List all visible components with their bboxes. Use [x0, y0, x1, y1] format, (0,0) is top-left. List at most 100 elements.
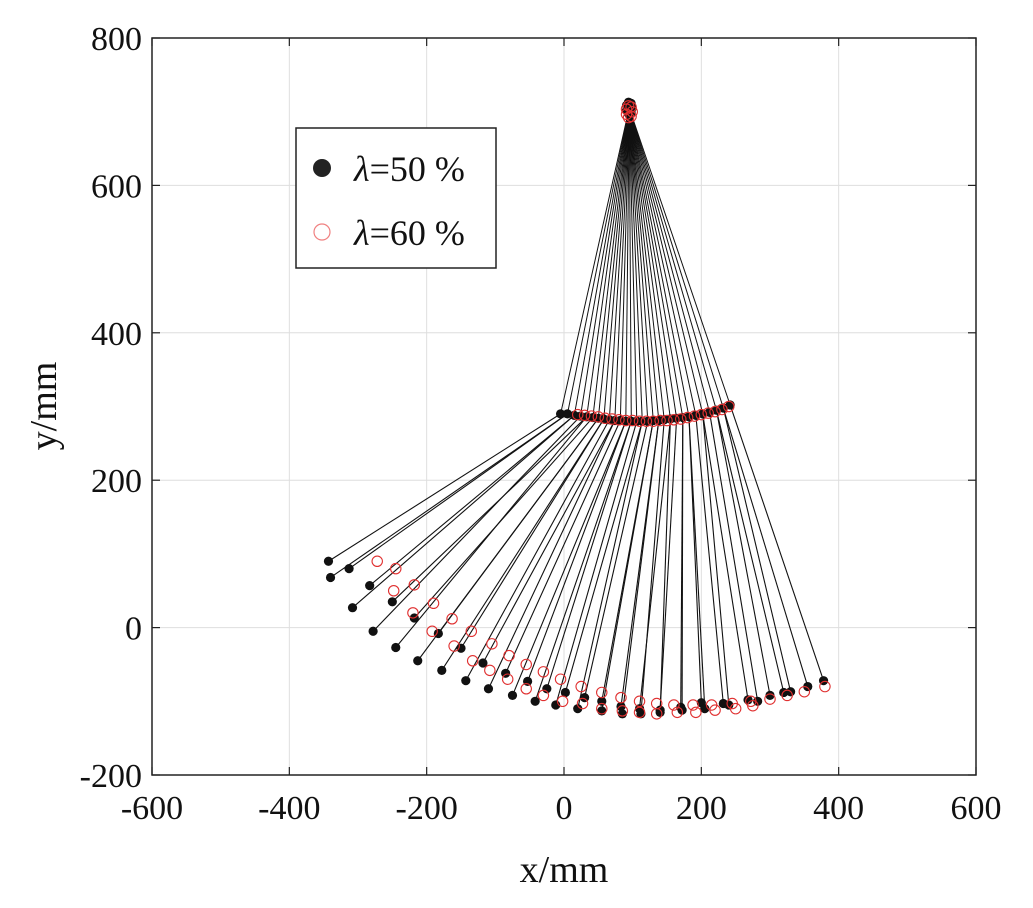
shank-link-line	[505, 420, 621, 674]
knee-point-series-2	[661, 414, 673, 427]
thigh-link-line	[625, 108, 630, 422]
hip-point-series-2	[626, 105, 638, 118]
legend-symbol-series-2: λ	[353, 213, 370, 253]
foot-point-series-1	[803, 681, 813, 692]
shank-link-line	[348, 413, 568, 570]
foot-point-series-1	[542, 684, 552, 694]
shank-link-line	[511, 421, 627, 696]
shank-link-line	[640, 419, 665, 714]
foot-point-series-2	[764, 693, 776, 705]
x-tick-label: -600	[121, 790, 183, 827]
foot-point-series-2	[616, 705, 629, 717]
thigh-link-line	[628, 107, 654, 421]
knee-point-series-2	[674, 413, 687, 425]
knee-point-series-2	[688, 410, 701, 422]
foot-point-series-1	[616, 701, 626, 712]
knee-point-series-2	[702, 407, 714, 419]
thigh-link-line	[628, 107, 649, 422]
foot-point-series-2	[503, 649, 515, 662]
knee-point-series-2	[695, 408, 708, 421]
knee-point-series-2	[716, 403, 728, 416]
knee-point-series-2	[578, 409, 591, 422]
foot-point-series-2	[501, 673, 514, 685]
foot-point-series-1	[437, 665, 447, 675]
thigh-link-line	[628, 108, 638, 422]
x-tick-label: 400	[813, 790, 864, 827]
foot-point-series-1	[461, 676, 471, 686]
leg-link-lines	[328, 107, 825, 714]
shank-link-line	[620, 420, 660, 707]
foot-point-series-2	[633, 695, 646, 708]
foot-point-series-2	[520, 658, 532, 671]
foot-point-series-1	[387, 597, 397, 607]
thigh-link-line	[628, 107, 717, 411]
foot-point-series-2	[596, 686, 608, 699]
foot-point-series-2	[371, 555, 383, 568]
shank-link-line	[328, 413, 561, 562]
legend-box	[295, 127, 497, 269]
shank-link-line	[688, 416, 706, 709]
foot-point-series-2	[407, 607, 419, 619]
legend-marker-series-1	[313, 159, 331, 177]
shank-link-line	[702, 413, 749, 700]
knee-point-series-2	[709, 405, 721, 418]
legend: λ=50 % λ=60 %	[295, 127, 497, 269]
foot-point-series-2	[781, 689, 793, 702]
shank-link-line	[372, 415, 581, 632]
thigh-link-line	[628, 107, 665, 420]
knee-point-series-2	[571, 408, 584, 421]
legend-entry-series-2: λ=60 %	[353, 213, 465, 253]
foot-point-series-2	[520, 683, 532, 695]
x-tick-label: -400	[258, 790, 320, 827]
foot-point-series-2	[576, 697, 589, 710]
foot-point-series-2	[633, 706, 646, 719]
shank-link-line	[391, 416, 588, 603]
thigh-link-line	[592, 107, 630, 418]
foot-point-series-2	[671, 706, 684, 719]
knee-point-series-2	[633, 415, 646, 427]
thigh-link-line	[628, 107, 643, 422]
foot-point-series-1	[323, 556, 334, 566]
shank-link-line	[659, 418, 678, 711]
legend-entry-series-1: λ=50 %	[353, 149, 465, 189]
foot-point-series-2	[486, 638, 498, 650]
joint-markers	[323, 97, 831, 720]
shank-link-line	[577, 421, 643, 709]
y-tick-label: 200	[91, 463, 142, 500]
foot-point-series-1	[365, 580, 375, 591]
x-tick-label: 0	[556, 790, 573, 827]
shank-link-line	[681, 417, 684, 711]
shank-link-line	[369, 414, 575, 587]
foot-point-series-2	[615, 691, 627, 704]
legend-marker-series-2	[313, 223, 331, 241]
shank-link-line	[659, 419, 671, 713]
shank-link-line	[441, 418, 605, 671]
shank-link-line	[729, 404, 825, 681]
foot-point-series-1	[413, 656, 423, 666]
foot-point-series-1	[483, 684, 494, 694]
thigh-link-line	[586, 107, 630, 417]
foot-point-series-1	[530, 696, 540, 706]
knee-point-series-2	[620, 414, 632, 427]
hip-point-series-2	[622, 111, 635, 124]
thigh-link-line	[628, 107, 678, 419]
thigh-link-line	[614, 107, 630, 421]
foot-point-series-2	[465, 625, 478, 638]
foot-point-series-2	[408, 579, 421, 591]
foot-point-series-2	[819, 680, 831, 693]
foot-point-series-1	[478, 658, 488, 668]
shank-link-line	[564, 421, 643, 693]
foot-point-series-1	[507, 690, 518, 701]
foot-point-series-1	[391, 642, 401, 653]
knee-point-series-2	[681, 411, 694, 424]
shank-link-line	[709, 412, 759, 702]
x-tick-label: -200	[396, 790, 458, 827]
foot-point-series-1	[347, 603, 358, 613]
y-tick-label: -200	[80, 758, 142, 795]
hip-point-series-2	[625, 101, 637, 113]
shank-link-line	[487, 420, 616, 690]
y-axis-title: y/mm	[23, 362, 65, 451]
foot-point-series-2	[650, 708, 663, 720]
foot-point-series-2	[596, 702, 608, 715]
